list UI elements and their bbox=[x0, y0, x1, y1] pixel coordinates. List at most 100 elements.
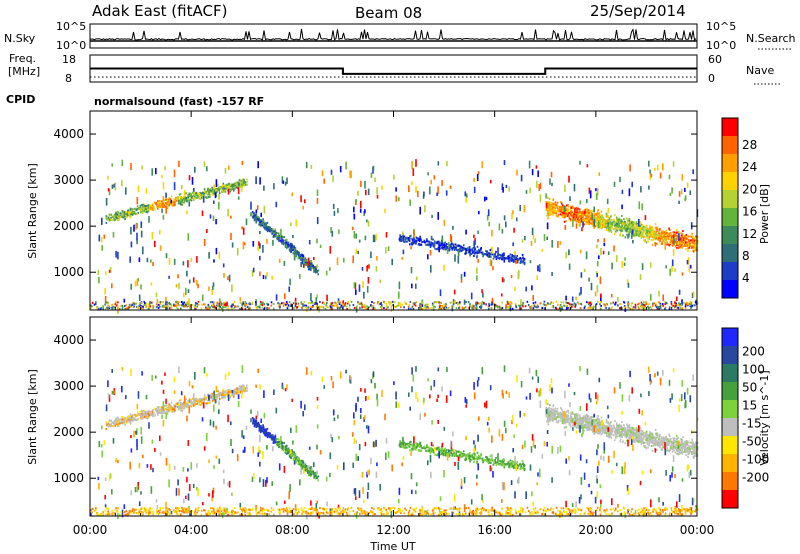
scatter-point bbox=[665, 265, 667, 269]
scatter-point bbox=[249, 307, 251, 310]
scatter-point bbox=[642, 231, 645, 234]
scatter-point bbox=[223, 303, 226, 306]
scatter-point bbox=[358, 239, 361, 243]
scatter-point bbox=[637, 306, 640, 309]
scatter-point bbox=[367, 265, 369, 268]
scatter-point bbox=[257, 305, 259, 308]
scatter-point bbox=[613, 233, 616, 236]
scatter-point bbox=[252, 241, 255, 247]
scatter-point bbox=[606, 215, 608, 218]
scatter-point bbox=[187, 302, 189, 305]
scatter-point bbox=[320, 305, 322, 308]
scatter-point bbox=[688, 265, 691, 273]
scatter-point bbox=[102, 305, 104, 308]
scatter-point bbox=[417, 237, 419, 240]
scatter-point bbox=[691, 304, 694, 307]
scatter-point bbox=[304, 304, 306, 307]
scatter-point bbox=[151, 204, 154, 207]
scatter-point bbox=[373, 302, 375, 304]
scatter-point bbox=[581, 227, 583, 232]
scatter-point bbox=[302, 206, 304, 210]
scatter-point bbox=[377, 301, 379, 303]
scatter-point bbox=[570, 211, 572, 214]
scatter-point bbox=[497, 254, 500, 257]
scatter-point bbox=[305, 263, 308, 266]
scatter-point bbox=[137, 185, 140, 193]
scatter-point bbox=[335, 302, 337, 305]
scatter-point bbox=[680, 234, 683, 237]
scatter-point bbox=[111, 219, 113, 221]
nsearch-tick-top: 10^5 bbox=[706, 20, 736, 33]
scatter-point bbox=[629, 228, 632, 231]
scatter-point bbox=[603, 226, 606, 228]
scatter-point bbox=[162, 204, 165, 207]
scatter-point bbox=[411, 283, 413, 289]
scatter-point bbox=[646, 227, 648, 230]
scatter-point bbox=[589, 211, 591, 214]
scatter-point bbox=[557, 213, 560, 216]
scatter-point bbox=[615, 224, 618, 227]
scatter-point bbox=[197, 303, 200, 306]
scatter-point bbox=[173, 198, 175, 201]
scatter-point bbox=[209, 195, 211, 198]
scatter-point bbox=[589, 306, 591, 309]
scatter-point bbox=[668, 307, 671, 310]
scatter-point bbox=[610, 307, 612, 310]
scatter-point bbox=[578, 214, 581, 217]
scatter-point bbox=[449, 248, 451, 251]
scatter-point bbox=[557, 303, 559, 306]
scatter-point bbox=[421, 241, 423, 243]
scatter-point bbox=[245, 218, 248, 226]
scatter-point bbox=[399, 302, 401, 305]
scatter-point bbox=[265, 225, 268, 228]
scatter-point bbox=[150, 205, 152, 207]
scatter-point bbox=[166, 411, 168, 414]
scatter-point bbox=[673, 231, 676, 234]
scatter-point bbox=[426, 303, 429, 306]
scatter-point bbox=[640, 186, 642, 193]
scatter-point bbox=[514, 256, 517, 259]
scatter-point bbox=[145, 414, 147, 417]
scatter-point bbox=[125, 304, 127, 307]
scatter-point bbox=[450, 241, 453, 244]
scatter-point bbox=[393, 305, 396, 308]
scatter-point bbox=[211, 188, 214, 191]
scatter-point bbox=[183, 201, 186, 204]
scatter-point bbox=[448, 246, 451, 249]
scatter-point bbox=[218, 251, 221, 260]
scatter-point bbox=[635, 232, 637, 235]
scatter-point bbox=[430, 243, 432, 245]
scatter-point bbox=[514, 286, 516, 291]
scatter-point bbox=[492, 303, 495, 306]
scatter-point bbox=[493, 255, 495, 258]
scatter-point bbox=[457, 249, 460, 256]
scatter-point bbox=[476, 245, 479, 248]
scatter-point bbox=[565, 304, 568, 307]
scatter-point bbox=[582, 211, 584, 214]
scatter-point bbox=[570, 215, 573, 218]
scatter-point bbox=[223, 273, 225, 278]
scatter-point bbox=[90, 304, 92, 310]
scatter-point bbox=[415, 283, 417, 289]
scatter-point bbox=[307, 257, 310, 266]
scatter-point bbox=[348, 307, 351, 310]
scatter-point bbox=[546, 214, 548, 217]
scatter-point bbox=[694, 304, 696, 307]
scatter-point bbox=[225, 305, 227, 308]
scatter-point bbox=[255, 304, 257, 307]
scatter-point bbox=[484, 196, 486, 202]
scatter-point bbox=[411, 161, 413, 169]
scatter-point bbox=[536, 275, 538, 281]
scatter-point bbox=[212, 282, 215, 287]
scatter-point bbox=[688, 235, 690, 238]
scatter-point bbox=[469, 303, 471, 306]
scatter-point bbox=[501, 183, 504, 190]
scatter-point bbox=[218, 302, 221, 305]
scatter-point bbox=[444, 241, 447, 244]
scatter-point bbox=[615, 216, 618, 219]
scatter-point bbox=[568, 215, 571, 218]
scatter-point bbox=[104, 296, 107, 304]
scatter-point bbox=[455, 302, 458, 304]
scatter-point bbox=[383, 301, 386, 304]
scatter-point bbox=[390, 302, 392, 305]
